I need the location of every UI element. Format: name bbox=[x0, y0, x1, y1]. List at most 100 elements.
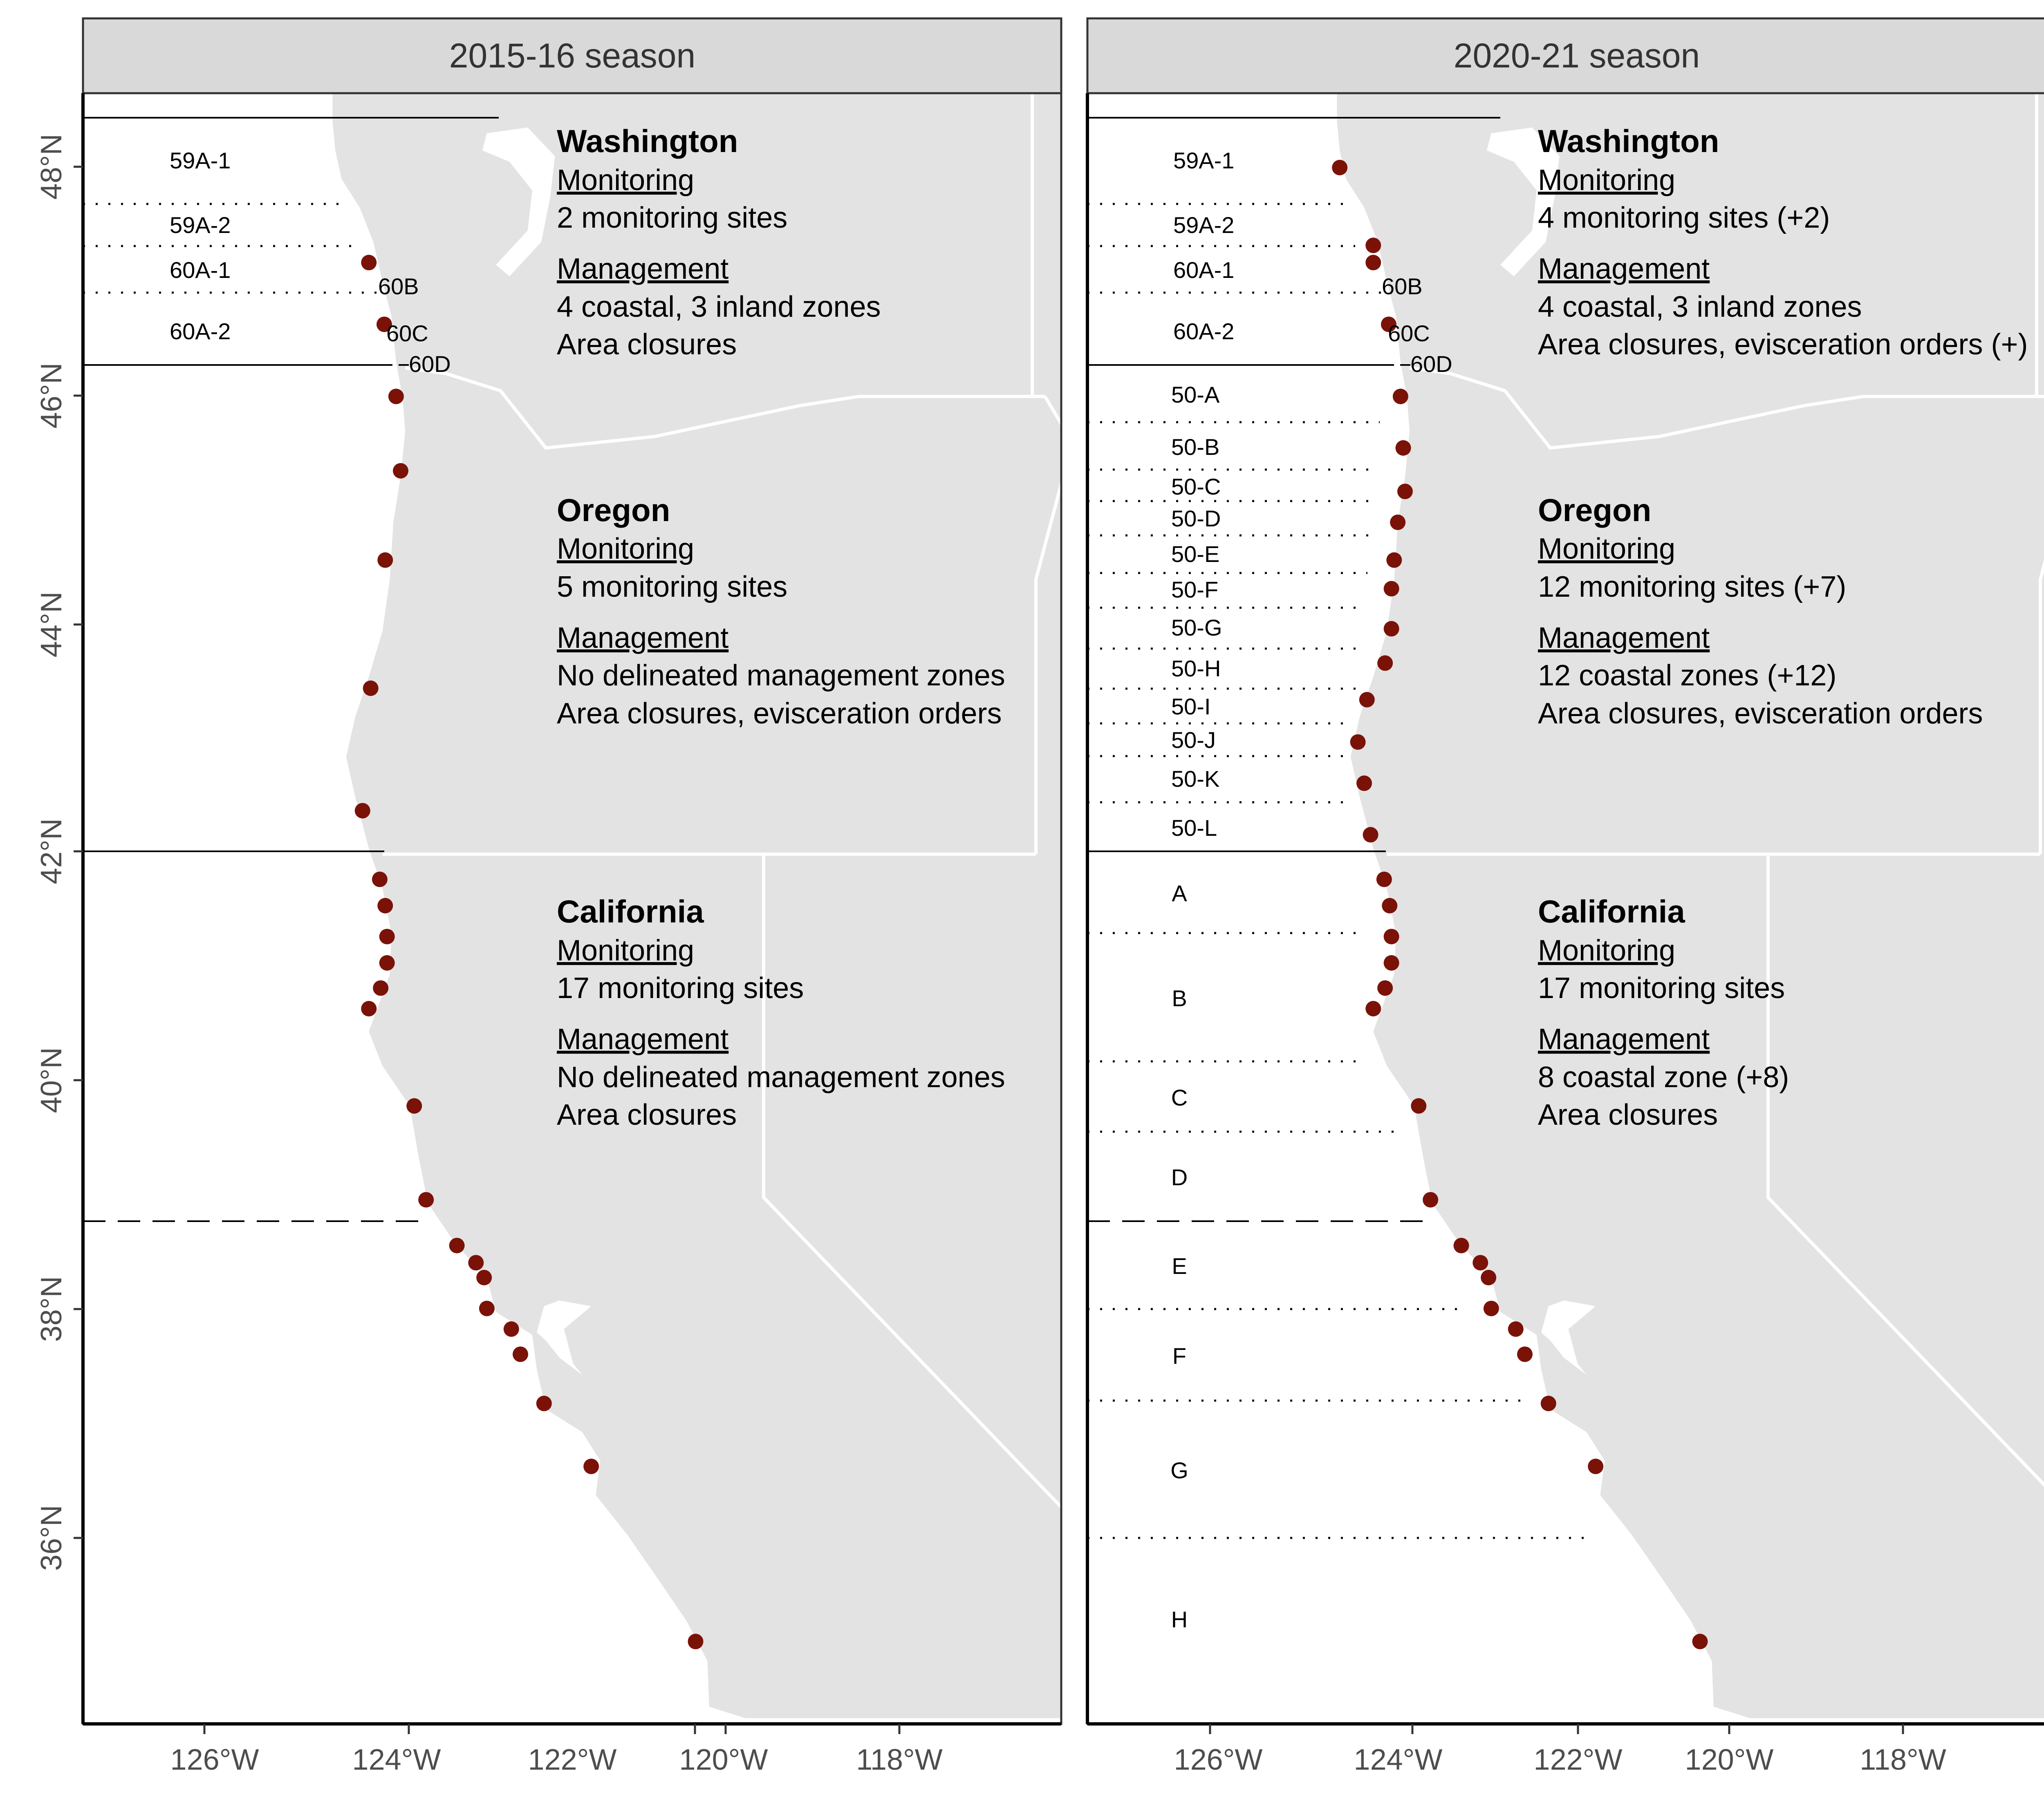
management-text-1: 8 coastal zone (+8) bbox=[1538, 1061, 1789, 1094]
monitoring-site-point bbox=[503, 1321, 519, 1337]
monitoring-site-point bbox=[1692, 1634, 1708, 1650]
zone-label-50-g: 50-G bbox=[1171, 615, 1222, 640]
monitoring-site-point bbox=[1508, 1321, 1524, 1337]
oregon-annotation: Oregon Monitoring 12 monitoring sites (+… bbox=[1538, 492, 1983, 730]
monitoring-site-point bbox=[377, 316, 392, 332]
monitoring-heading: Monitoring bbox=[557, 164, 694, 197]
monitoring-site-point bbox=[583, 1459, 599, 1474]
management-heading: Management bbox=[1538, 1023, 1710, 1056]
panel-2020-21: 2020-21 season bbox=[1086, 17, 2044, 1776]
x-tick-label-124: 124°W bbox=[352, 1744, 441, 1776]
state-name: Oregon bbox=[557, 492, 670, 528]
monitoring-site-point bbox=[1390, 515, 1406, 530]
monitoring-site-point bbox=[1359, 692, 1375, 707]
monitoring-site-point bbox=[418, 1192, 434, 1208]
zone-label-50-h: 50-H bbox=[1171, 656, 1221, 681]
zone-label-50-k: 50-K bbox=[1171, 766, 1219, 792]
monitoring-site-point bbox=[1332, 160, 1348, 175]
monitoring-site-point bbox=[377, 898, 393, 913]
strip-background bbox=[1086, 17, 2044, 94]
x-tick-label-120: 120°W bbox=[679, 1744, 768, 1776]
california-annotation: California Monitoring 17 monitoring site… bbox=[1538, 893, 1789, 1131]
x-tick-label-122: 122°W bbox=[1534, 1744, 1623, 1776]
land-mass bbox=[1337, 93, 2044, 1718]
monitoring-site-point bbox=[1363, 827, 1378, 843]
monitoring-site-point bbox=[1376, 871, 1392, 887]
management-text-1: No delineated management zones bbox=[557, 659, 1005, 692]
zone-label-h: H bbox=[1171, 1607, 1188, 1632]
monitoring-heading: Monitoring bbox=[557, 533, 694, 565]
zone-label-60a-1: 60A-1 bbox=[1173, 257, 1234, 283]
monitoring-site-point bbox=[513, 1346, 528, 1362]
zone-label-59a-1: 59A-1 bbox=[1173, 148, 1234, 173]
puget-sound bbox=[1486, 128, 1560, 276]
monitoring-site-point bbox=[536, 1396, 552, 1411]
management-text-2: Area closures bbox=[1538, 1099, 1718, 1131]
x-tick-label-126: 126°W bbox=[1174, 1744, 1263, 1776]
management-heading: Management bbox=[1538, 622, 1710, 654]
x-tick-label-126: 126°W bbox=[170, 1744, 259, 1776]
monitoring-site-point bbox=[1365, 1001, 1381, 1016]
monitoring-heading: Monitoring bbox=[557, 934, 694, 967]
x-tick-label-118: 118°W bbox=[1860, 1744, 1946, 1776]
monitoring-site-point bbox=[1365, 255, 1381, 271]
monitoring-site-point bbox=[1381, 316, 1396, 332]
x-tick-label-122: 122°W bbox=[528, 1744, 617, 1776]
zone-label-50-e: 50-E bbox=[1171, 541, 1219, 567]
monitoring-site-point bbox=[363, 680, 379, 696]
zone-label-d: D bbox=[1171, 1164, 1188, 1190]
monitoring-site-point bbox=[1383, 955, 1399, 971]
zone-label-59a-1: 59A-1 bbox=[170, 148, 231, 173]
zone-label-50-d: 50-D bbox=[1171, 506, 1221, 531]
land-mass bbox=[332, 93, 1061, 1718]
y-tick-label-48: 48°N bbox=[35, 134, 68, 200]
management-text-1: No delineated management zones bbox=[557, 1061, 1005, 1094]
zone-label-60b: 60B bbox=[378, 273, 419, 299]
monitoring-site-point bbox=[388, 389, 404, 404]
monitoring-site-point bbox=[1517, 1346, 1533, 1362]
state-name: California bbox=[1538, 893, 1685, 929]
zone-label-59a-2: 59A-2 bbox=[170, 212, 231, 238]
monitoring-site-point bbox=[1377, 980, 1393, 996]
zone-label-c: C bbox=[1171, 1085, 1188, 1110]
y-tick-label-44: 44°N bbox=[35, 592, 68, 658]
zone-label-60b: 60B bbox=[1382, 273, 1423, 299]
state-name: Washington bbox=[1538, 123, 1719, 159]
monitoring-site-point bbox=[1453, 1238, 1469, 1253]
monitoring-site-point bbox=[1383, 621, 1399, 637]
oregon-annotation: Oregon Monitoring 5 monitoring sites Man… bbox=[557, 492, 1005, 730]
zone-label-a: A bbox=[1172, 880, 1187, 906]
monitoring-site-point bbox=[1383, 581, 1399, 597]
monitoring-site-point bbox=[1350, 734, 1366, 750]
state-borders bbox=[382, 93, 1061, 1510]
y-tick-label-36: 36°N bbox=[35, 1505, 68, 1571]
zone-label-50-b: 50-B bbox=[1171, 434, 1219, 460]
monitoring-site-point bbox=[354, 803, 370, 819]
monitoring-site-point bbox=[1386, 552, 1402, 568]
monitoring-site-point bbox=[361, 1001, 377, 1016]
management-text-1: 4 coastal, 3 inland zones bbox=[557, 291, 881, 323]
management-text-2: Area closures bbox=[557, 328, 737, 361]
monitoring-site-point bbox=[449, 1238, 465, 1253]
monitoring-site-point bbox=[1377, 655, 1393, 671]
zone-label-60a-2: 60A-2 bbox=[1173, 318, 1234, 344]
monitoring-text: 4 monitoring sites (+2) bbox=[1538, 201, 1830, 234]
management-text-1: 12 coastal zones (+12) bbox=[1538, 659, 1836, 692]
state-name: California bbox=[557, 893, 704, 929]
monitoring-text: 17 monitoring sites bbox=[1538, 972, 1785, 1005]
management-heading: Management bbox=[557, 253, 728, 285]
zone-label-50-j: 50-J bbox=[1171, 727, 1216, 753]
state-borders bbox=[1387, 93, 2044, 1487]
california-annotation: California Monitoring 17 monitoring site… bbox=[557, 893, 1005, 1131]
monitoring-heading: Monitoring bbox=[1538, 164, 1675, 197]
monitoring-site-point bbox=[1397, 483, 1413, 499]
zone-label-60a-1: 60A-1 bbox=[170, 257, 231, 283]
monitoring-site-point bbox=[476, 1270, 492, 1285]
panel-title: 2015-16 season bbox=[449, 36, 695, 75]
zone-label-60a-2: 60A-2 bbox=[170, 318, 231, 344]
dotted-zone-lines bbox=[1087, 203, 1594, 1539]
monitoring-site-point bbox=[373, 980, 389, 996]
monitoring-sites bbox=[354, 255, 704, 1650]
zone-label-e: E bbox=[1172, 1253, 1187, 1279]
monitoring-site-point bbox=[1365, 237, 1381, 253]
